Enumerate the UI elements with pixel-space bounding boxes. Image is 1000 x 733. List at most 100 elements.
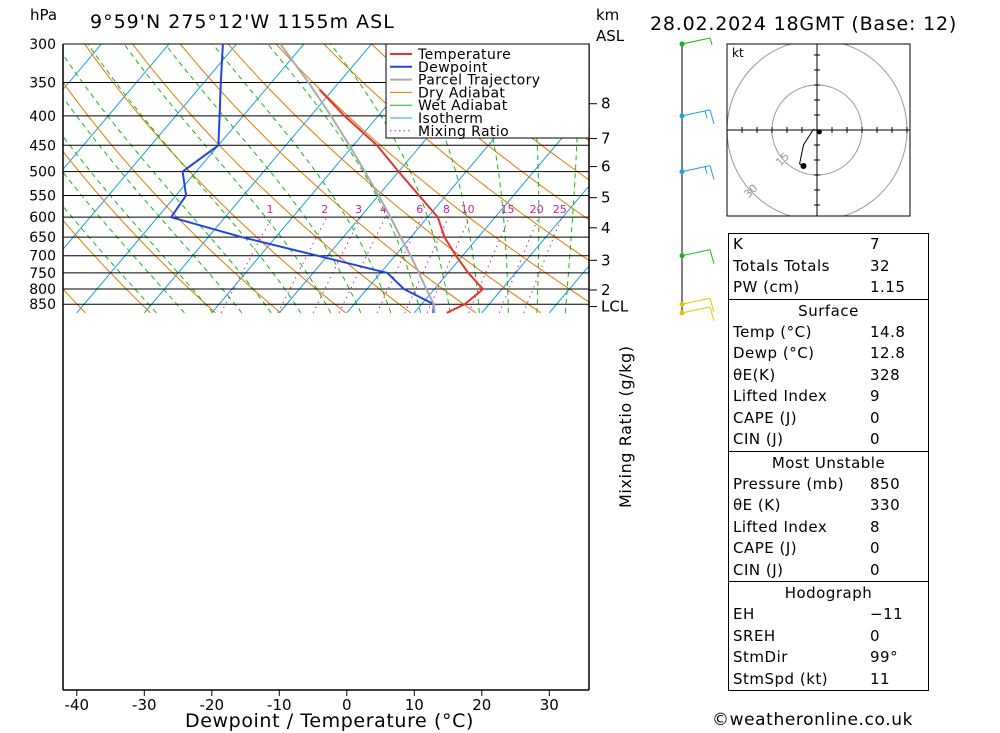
- table-row-key: CAPE (J): [733, 539, 798, 557]
- mixing-ratio-line: [523, 217, 563, 314]
- wet-adiabat-line: [123, 44, 332, 314]
- table-row: StmDir 99°: [729, 647, 928, 669]
- table-row-value: 328: [870, 365, 901, 384]
- mixing-ratio-line: [498, 217, 540, 314]
- table-row-value: 0: [870, 408, 881, 427]
- km-unit-label: km: [596, 6, 619, 24]
- series-line-parcel-trajectory: [279, 44, 436, 313]
- isotherm-line: [413, 105, 589, 314]
- table-row-value: 9: [870, 387, 881, 405]
- dry-adiabat-line: [227, 44, 542, 314]
- table-row-value: 0: [870, 430, 881, 448]
- table-row-value: 99°: [870, 648, 899, 666]
- table-row-key: Totals Totals: [733, 256, 830, 275]
- series-line-temperature: [318, 88, 485, 314]
- temp-tick-label: -20: [200, 696, 225, 714]
- table-row-value: 8: [870, 517, 881, 536]
- legend-entry: Parcel Trajectory: [418, 73, 540, 89]
- dry-adiabat-line: [946, 44, 1000, 313]
- table-row-key: Pressure (mb): [733, 474, 845, 493]
- wind-barb-flag: [709, 306, 715, 322]
- dry-adiabat-line: [84, 44, 347, 314]
- km-tick-label: 8: [601, 95, 611, 113]
- surface-section: Surface Temp (°C) 14.8 Dewp (°C) 12.8 θE(K) 3…: [729, 298, 928, 451]
- pressure-tick-label: 500: [29, 165, 56, 181]
- table-row-value: 330: [870, 496, 901, 514]
- mixing-ratio-label: 1: [267, 203, 274, 216]
- wet-adiabat-line: [267, 44, 422, 314]
- table-row-value: 0: [870, 626, 881, 645]
- pressure-tick-label: 550: [29, 188, 56, 204]
- legend-entry: Dry Adiabat: [418, 85, 505, 101]
- table-row-key: CIN (J): [733, 430, 784, 448]
- basic-indices-section: K 7 Totals Totals 32 PW (cm) 1.15: [729, 234, 928, 299]
- hodograph-trace: [799, 128, 820, 167]
- table-row-value: 0: [870, 539, 881, 557]
- legend-entry: Temperature: [417, 47, 511, 63]
- sounding-series: [169, 44, 485, 314]
- table-row-key: StmDir: [733, 648, 788, 666]
- surface-title: Surface: [798, 301, 859, 320]
- table-row: CAPE (J) 0: [729, 408, 928, 430]
- pressure-tick-label: 650: [29, 230, 56, 246]
- table-row-key: Lifted Index: [733, 387, 828, 405]
- table-row-key: StmSpd (kt): [733, 669, 829, 688]
- table-row-value: 32: [870, 256, 891, 275]
- legend-entry: Dewpoint: [418, 60, 488, 76]
- table-row: Temp (°C) 14.8: [729, 322, 928, 344]
- temp-tick-label: -10: [267, 696, 292, 714]
- pressure-tick-label: 750: [29, 266, 56, 282]
- hodograph-title: Hodograph: [784, 584, 873, 602]
- legend-entry: Isotherm: [418, 111, 483, 127]
- table-row-key: EH: [733, 605, 755, 623]
- location-title: 9°59'N 275°12'W 1155m ASL: [90, 11, 395, 33]
- series-clip-group: [169, 44, 485, 314]
- table-row: CIN (J) 0: [729, 560, 928, 582]
- km-tick-label: 6: [601, 158, 611, 176]
- mixing-ratio-label: 8: [443, 203, 450, 216]
- table-row: θE (K) 330: [729, 495, 928, 517]
- hodograph-storm-motion: [816, 129, 822, 135]
- mixing-ratio-label: 20: [530, 203, 544, 216]
- table-row-key: Dewp (°C): [733, 344, 815, 362]
- pressure-tick-label: 400: [29, 109, 56, 125]
- table-row: PW (cm) 1.15: [729, 277, 928, 299]
- mixing-ratio-label: 15: [501, 203, 515, 216]
- table-row-key: PW (cm): [733, 278, 800, 296]
- wet-adiabat-line: [63, 171, 185, 314]
- table-row: Lifted Index 8: [729, 517, 928, 539]
- wet-adiabat-line: [63, 53, 272, 314]
- temp-tick-label: -40: [65, 696, 90, 714]
- km-tick-label: 4: [601, 219, 611, 237]
- wind-barb-shaft: [681, 165, 711, 173]
- hodograph-section: Hodograph EH −11 SREH 0 StmDir 99° StmSpd (kt)…: [729, 581, 928, 690]
- wind-barb-half-flag: [704, 166, 708, 174]
- table-row: Pressure (mb) 850: [729, 474, 928, 496]
- pressure-tick-label: 800: [29, 282, 56, 298]
- table-row: EH −11: [729, 604, 928, 626]
- table-row-key: Lifted Index: [733, 517, 828, 536]
- temp-tick-label: 0: [342, 696, 352, 714]
- legend-box: [385, 43, 590, 139]
- wind-profile: [679, 37, 715, 322]
- legend-entry: Mixing Ratio: [418, 124, 509, 140]
- pressure-tick-label: 700: [29, 249, 56, 265]
- wet-adiabat-line: [63, 205, 157, 314]
- table-row: CAPE (J) 0: [729, 538, 928, 560]
- table-row-value: 1.15: [870, 278, 906, 296]
- table-row: StmSpd (kt) 11: [729, 669, 928, 691]
- table-row: SREH 0: [729, 626, 928, 648]
- wind-barb-shaft: [681, 109, 711, 117]
- table-row-key: Temp (°C): [733, 322, 812, 341]
- dry-adiabat-line: [994, 44, 1000, 313]
- table-row-key: K: [733, 235, 744, 253]
- mixing-ratio-label: 2: [321, 203, 328, 216]
- wind-barb-flag: [709, 249, 715, 264]
- wind-barb-flag: [709, 109, 715, 125]
- dry-adiabat-line: [179, 44, 477, 314]
- hodograph-frame: [726, 43, 911, 217]
- km-tick-label: 2: [601, 281, 611, 299]
- mixing-ratio-label: 3: [355, 203, 362, 216]
- km-tick-label: 3: [601, 251, 611, 269]
